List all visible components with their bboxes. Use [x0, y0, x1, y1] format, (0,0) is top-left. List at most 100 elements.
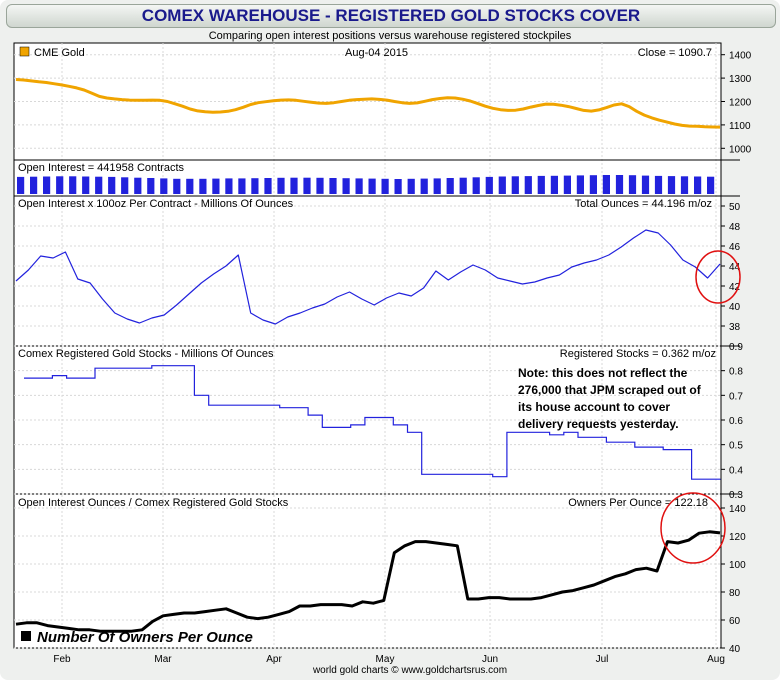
open-interest-bar [615, 175, 624, 194]
open-interest-bar [680, 176, 689, 194]
price-axis-tick-label: 1100 [729, 121, 751, 132]
open-interest-bar [82, 176, 90, 194]
open-interest-bar [485, 176, 493, 194]
open-interest-bar [628, 175, 637, 194]
open-interest-bar [602, 175, 610, 194]
open-interest-bar [394, 179, 402, 194]
x-tick-label: Jun [482, 654, 498, 665]
open-interest-bar [69, 176, 77, 194]
open-interest-bar [160, 178, 168, 194]
chart-title: COMEX WAREHOUSE - REGISTERED GOLD STOCKS… [141, 6, 641, 25]
open-interest-bar [641, 175, 650, 194]
total-ounces-label: Total Ounces = 44.196 m/oz [575, 198, 712, 210]
open-interest-bar [303, 177, 311, 194]
title-bar: COMEX WAREHOUSE - REGISTERED GOLD STOCKS… [6, 4, 776, 28]
open-interest-bar [199, 178, 207, 194]
open-interest-bar [433, 178, 441, 194]
annotation-circle [660, 492, 726, 564]
x-tick-label: Feb [53, 654, 71, 665]
open-interest-bar [225, 178, 233, 194]
panel-title: Comex Registered Gold Stocks - Millions … [18, 348, 274, 360]
open-interest-bar [381, 178, 389, 194]
registered-stocks-label: Registered Stocks = 0.362 m/oz [560, 348, 716, 360]
price-axis-tick-label: 1300 [729, 74, 752, 85]
panel-title: Open Interest Ounces / Comex Registered … [18, 497, 289, 509]
open-interest-bar [56, 176, 64, 194]
open-interest-bar [316, 177, 324, 194]
open-interest-bar [563, 175, 571, 194]
open-interest-bar [30, 176, 38, 194]
stocks-axis-tick-label: 0.9 [729, 342, 743, 353]
open-interest-bar [472, 177, 480, 194]
open-interest-bar [498, 176, 506, 194]
x-tick-label: Jul [596, 654, 609, 665]
open-interest-bar [147, 178, 155, 194]
stocks-axis-tick-label: 0.6 [729, 416, 743, 427]
legend-owners: Number Of Owners Per Ounce [37, 629, 253, 646]
open-interest-bar [707, 176, 715, 194]
stocks-axis-tick-label: 0.7 [729, 391, 743, 402]
open-interest-bar [342, 178, 350, 194]
owners-per-ounce-line [15, 530, 721, 633]
open-interest-bar [537, 175, 545, 194]
stocks-axis-tick-label: 0.4 [729, 465, 743, 476]
stocks-axis-tick-label: 0.8 [729, 367, 743, 378]
annotation-note-line: Note: this does not reflect the [518, 366, 688, 380]
gold-price-line [15, 78, 721, 129]
open-interest-bar [511, 176, 519, 194]
open-interest-bar [251, 178, 259, 194]
open-interest-bar [43, 176, 51, 194]
owners-axis-tick-label: 60 [729, 616, 741, 627]
open-interest-bar [576, 175, 584, 194]
open-interest-bar [589, 175, 597, 194]
open-interest-bar [420, 178, 428, 194]
open-interest-bar [186, 178, 194, 194]
ounces-axis-tick-label: 40 [729, 302, 741, 313]
owners-per-ounce-label: Owners Per Ounce = 122.18 [568, 497, 708, 509]
registered-stocks-line [24, 365, 721, 480]
open-interest-bar [95, 176, 103, 194]
open-interest-bar [694, 176, 702, 194]
chart-subtitle: Comparing open interest positions versus… [208, 30, 572, 42]
price-axis-tick-label: 1000 [729, 144, 752, 155]
open-interest-bar [524, 176, 532, 194]
open-interest-bar [108, 176, 116, 194]
open-interest-bar [550, 175, 558, 194]
owners-axis-tick-label: 100 [729, 560, 746, 571]
open-interest-bar [277, 177, 285, 194]
ounces-axis-tick-label: 48 [729, 222, 741, 233]
stocks-axis-tick-label: 0.5 [729, 441, 743, 452]
ounces-axis-tick-label: 46 [729, 242, 741, 253]
total-ounces-line [15, 229, 721, 325]
open-interest-bar [355, 178, 363, 194]
open-interest-bar [459, 177, 467, 194]
price-axis-tick-label: 1400 [729, 51, 752, 62]
open-interest-bar [446, 178, 454, 194]
annotation-circle [695, 250, 741, 304]
close-label: Close = 1090.7 [638, 47, 712, 59]
open-interest-bar [212, 178, 220, 194]
x-tick-label: Mar [154, 654, 172, 665]
open-interest-bar [368, 178, 376, 194]
owners-axis-tick-label: 80 [729, 588, 741, 599]
legend-swatch-owners [21, 631, 31, 641]
open-interest-bar [264, 178, 272, 194]
open-interest-bar [407, 178, 415, 194]
open-interest-bar [173, 178, 181, 194]
legend-cme-gold: CME Gold [34, 47, 85, 59]
ounces-axis-tick-label: 44 [729, 262, 741, 273]
stocks-axis-tick-label: 0.3 [729, 490, 743, 501]
annotation-note-line: 276,000 that JPM scraped out of [518, 383, 702, 397]
legend-swatch-cme-gold [19, 46, 30, 57]
footer-credit: world gold charts © www.goldchartsrus.co… [312, 665, 507, 676]
x-tick-label: Aug [707, 654, 725, 665]
ounces-axis-tick-label: 38 [729, 322, 741, 333]
open-interest-label: Open Interest = 441958 Contracts [18, 162, 185, 174]
open-interest-bar [329, 178, 337, 194]
open-interest-bar [667, 176, 676, 194]
x-tick-label: May [376, 654, 395, 665]
owners-axis-tick-label: 40 [729, 644, 741, 655]
open-interest-bar [121, 177, 129, 194]
open-interest-bar [290, 177, 298, 194]
